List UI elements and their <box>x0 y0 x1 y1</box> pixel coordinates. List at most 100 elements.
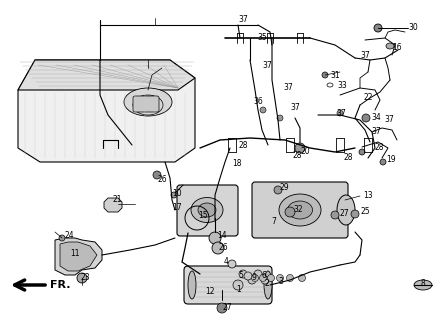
Polygon shape <box>55 238 102 275</box>
Circle shape <box>285 207 295 217</box>
Ellipse shape <box>264 271 272 299</box>
Text: 16: 16 <box>392 43 402 52</box>
Text: 28: 28 <box>374 142 384 151</box>
Circle shape <box>298 275 305 282</box>
Text: 37: 37 <box>336 108 346 117</box>
Text: 37: 37 <box>371 127 381 137</box>
Text: 11: 11 <box>70 249 79 258</box>
Circle shape <box>209 232 221 244</box>
Text: 12: 12 <box>205 286 214 295</box>
Circle shape <box>331 211 339 219</box>
Text: 7: 7 <box>271 218 276 227</box>
Text: 37: 37 <box>238 15 248 25</box>
Polygon shape <box>60 242 97 271</box>
Ellipse shape <box>124 88 172 116</box>
Ellipse shape <box>337 195 355 225</box>
Text: 37: 37 <box>283 84 293 92</box>
Circle shape <box>233 280 243 290</box>
Circle shape <box>362 114 370 122</box>
Text: 35: 35 <box>257 34 267 43</box>
Circle shape <box>359 149 365 155</box>
FancyBboxPatch shape <box>252 182 348 238</box>
Circle shape <box>274 186 282 194</box>
Text: 25: 25 <box>360 207 369 217</box>
Text: 13: 13 <box>363 191 373 201</box>
Text: 37: 37 <box>290 103 300 113</box>
FancyBboxPatch shape <box>133 96 159 112</box>
Text: 14: 14 <box>217 231 226 241</box>
Text: 30: 30 <box>408 23 418 33</box>
Text: 20: 20 <box>300 148 309 156</box>
Ellipse shape <box>188 271 196 299</box>
Ellipse shape <box>386 43 394 49</box>
Circle shape <box>251 275 258 282</box>
Circle shape <box>322 72 328 78</box>
Circle shape <box>217 303 227 313</box>
Text: 26: 26 <box>157 175 166 185</box>
Circle shape <box>171 192 177 198</box>
Text: 2: 2 <box>264 278 269 287</box>
Text: 27: 27 <box>222 303 232 313</box>
FancyBboxPatch shape <box>177 185 238 236</box>
Circle shape <box>295 143 305 153</box>
Ellipse shape <box>191 197 223 222</box>
FancyBboxPatch shape <box>184 266 272 304</box>
Text: 4: 4 <box>224 258 229 267</box>
Circle shape <box>260 107 266 113</box>
Text: 37: 37 <box>384 116 394 124</box>
Text: 28: 28 <box>343 154 353 163</box>
Text: 31: 31 <box>330 70 340 79</box>
Text: 34: 34 <box>371 113 381 122</box>
Circle shape <box>244 272 252 280</box>
Circle shape <box>351 210 359 218</box>
Text: 19: 19 <box>386 156 396 164</box>
Circle shape <box>380 159 386 165</box>
Circle shape <box>239 270 247 278</box>
Circle shape <box>374 24 382 32</box>
Circle shape <box>228 260 236 268</box>
Text: 36: 36 <box>253 97 263 106</box>
Circle shape <box>259 275 266 282</box>
Text: 37: 37 <box>360 51 370 60</box>
Text: 23: 23 <box>80 273 90 282</box>
Text: 27: 27 <box>339 209 349 218</box>
Text: 1: 1 <box>236 284 241 293</box>
Text: 28: 28 <box>238 140 247 149</box>
Text: 8: 8 <box>420 279 425 289</box>
Text: 3: 3 <box>278 276 283 285</box>
Text: 5: 5 <box>238 270 243 279</box>
Polygon shape <box>18 60 195 162</box>
Circle shape <box>77 273 87 283</box>
Text: 32: 32 <box>293 204 303 213</box>
Text: 29: 29 <box>279 183 289 193</box>
Circle shape <box>286 275 293 282</box>
Polygon shape <box>18 60 195 90</box>
Circle shape <box>212 242 224 254</box>
Text: 10: 10 <box>172 188 182 197</box>
Text: FR.: FR. <box>50 280 71 290</box>
Circle shape <box>277 275 284 282</box>
Circle shape <box>267 275 274 282</box>
Circle shape <box>277 115 283 121</box>
Polygon shape <box>104 198 122 212</box>
Text: 28: 28 <box>292 150 301 159</box>
Ellipse shape <box>279 194 321 226</box>
Text: 6: 6 <box>261 270 266 279</box>
Ellipse shape <box>288 201 313 219</box>
Text: 26: 26 <box>218 243 228 252</box>
Text: 22: 22 <box>363 93 373 102</box>
Circle shape <box>254 270 262 278</box>
Ellipse shape <box>198 203 216 217</box>
Text: 24: 24 <box>64 231 74 241</box>
Ellipse shape <box>414 280 432 290</box>
Circle shape <box>261 276 269 284</box>
Circle shape <box>59 235 65 241</box>
Text: 33: 33 <box>337 82 347 91</box>
Text: 18: 18 <box>232 158 242 167</box>
Text: 15: 15 <box>198 211 208 220</box>
Circle shape <box>337 110 343 116</box>
Text: 17: 17 <box>172 204 182 212</box>
Circle shape <box>248 276 256 284</box>
Text: 21: 21 <box>112 195 122 204</box>
Text: 37: 37 <box>262 61 272 70</box>
